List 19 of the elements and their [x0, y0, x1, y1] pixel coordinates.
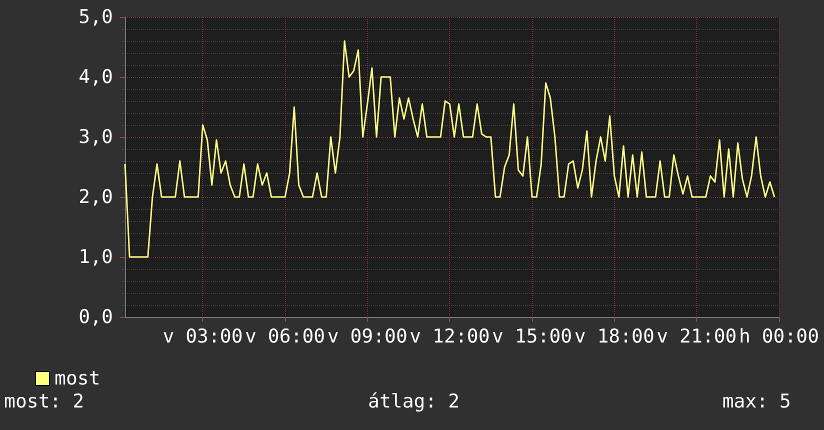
text: max: 5	[722, 390, 792, 412]
text: most: 2	[4, 390, 84, 412]
x-tick-label: v 09:00	[327, 326, 408, 348]
y-tick-label: 1,0	[78, 246, 113, 268]
x-tick-label: v 21:00	[656, 326, 737, 348]
x-tick-label: v 12:00	[410, 326, 490, 348]
y-tick-label: 0,0	[78, 306, 113, 328]
text: átlag: 2	[368, 390, 460, 412]
line-series	[124, 40, 776, 258]
x-tick-label: h 00:00	[738, 326, 820, 348]
y-tick-label: 4,0	[78, 66, 113, 88]
x-tick-label: v 06:00	[245, 326, 326, 348]
legend-label: most	[54, 368, 100, 390]
x-tick-label: v 15:00	[492, 326, 572, 348]
y-tick-label: 2,0	[78, 186, 113, 208]
x-tick-label: v 03:00	[162, 326, 243, 348]
y-tick-label: 3,0	[78, 126, 113, 148]
x-tick-label: v 18:00	[574, 326, 654, 348]
y-tick-label: 5,0	[78, 6, 113, 28]
